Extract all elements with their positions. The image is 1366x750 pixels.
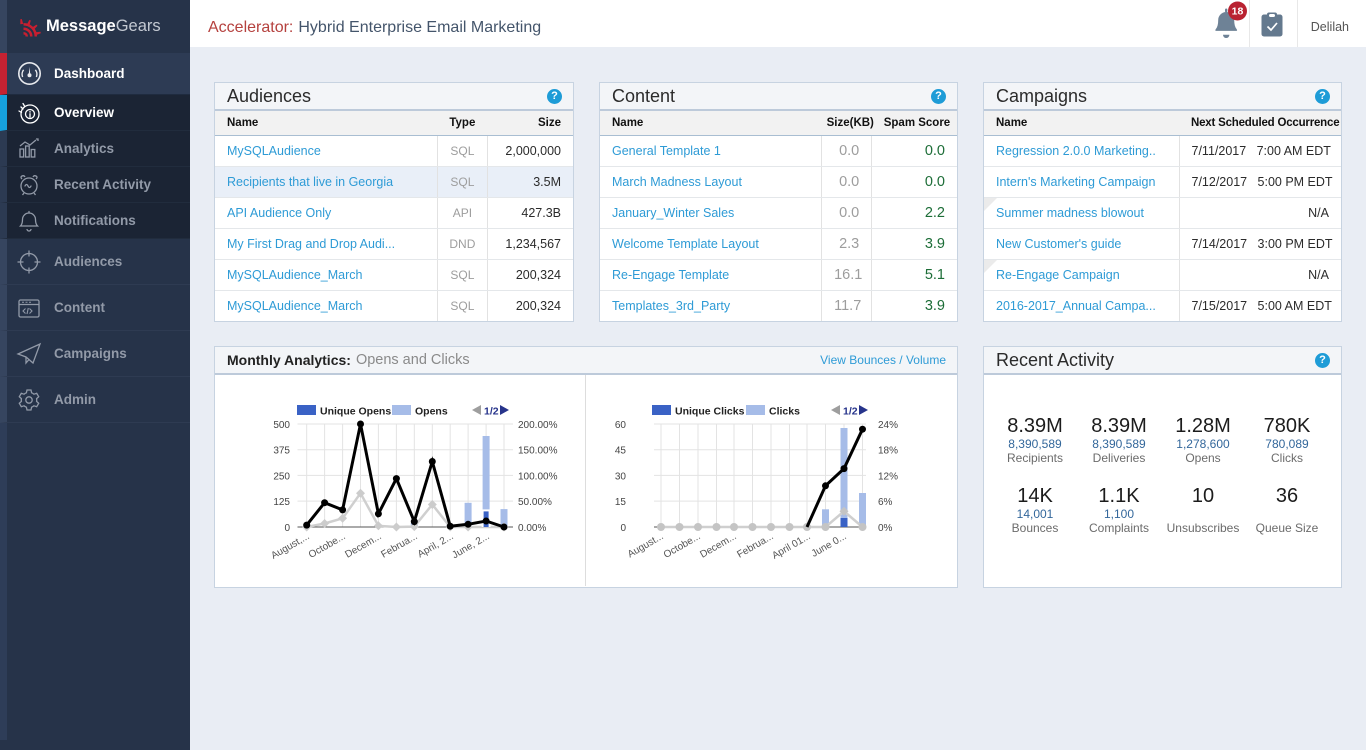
- svg-text:200.00%: 200.00%: [518, 420, 558, 431]
- svg-text:Clicks: Clicks: [769, 406, 800, 418]
- svg-text:1/2: 1/2: [484, 406, 499, 418]
- svg-text:15: 15: [615, 497, 627, 508]
- svg-text:June, 2...: June, 2...: [450, 531, 491, 561]
- svg-text:12%: 12%: [878, 471, 898, 482]
- svg-text:100.00%: 100.00%: [518, 471, 558, 482]
- svg-text:250: 250: [273, 471, 290, 482]
- svg-text:Decem...: Decem...: [698, 531, 738, 561]
- svg-text:Unique Opens: Unique Opens: [320, 406, 391, 418]
- svg-text:Opens: Opens: [415, 406, 448, 418]
- svg-text:Unique Clicks: Unique Clicks: [675, 406, 745, 418]
- svg-text:Octobe...: Octobe...: [662, 531, 703, 561]
- svg-text:Februa...: Februa...: [379, 531, 419, 561]
- svg-text:60: 60: [615, 420, 627, 431]
- svg-text:August...: August...: [626, 531, 666, 560]
- svg-text:0: 0: [620, 523, 626, 534]
- svg-text:375: 375: [273, 446, 290, 457]
- svg-text:April 01...: April 01...: [770, 531, 812, 562]
- svg-text:30: 30: [615, 471, 627, 482]
- svg-text:50.00%: 50.00%: [518, 497, 552, 508]
- svg-text:Octobe...: Octobe...: [307, 531, 348, 561]
- svg-text:500: 500: [273, 420, 290, 431]
- svg-text:0.00%: 0.00%: [518, 523, 546, 534]
- svg-text:August,...: August,...: [269, 531, 311, 562]
- svg-text:18: 18: [1232, 6, 1244, 18]
- svg-text:24%: 24%: [878, 420, 898, 431]
- svg-text:18%: 18%: [878, 446, 898, 457]
- svg-text:125: 125: [273, 497, 290, 508]
- svg-text:0: 0: [284, 523, 290, 534]
- svg-text:1/2: 1/2: [843, 406, 858, 418]
- svg-text:0%: 0%: [878, 523, 893, 534]
- svg-text:Februa...: Februa...: [735, 531, 775, 561]
- svg-text:June 0...: June 0...: [810, 531, 849, 560]
- svg-text:April, 2...: April, 2...: [416, 531, 456, 560]
- svg-text:6%: 6%: [878, 497, 893, 508]
- svg-text:45: 45: [615, 446, 627, 457]
- svg-text:Decem...: Decem...: [343, 531, 383, 561]
- svg-text:150.00%: 150.00%: [518, 446, 558, 457]
